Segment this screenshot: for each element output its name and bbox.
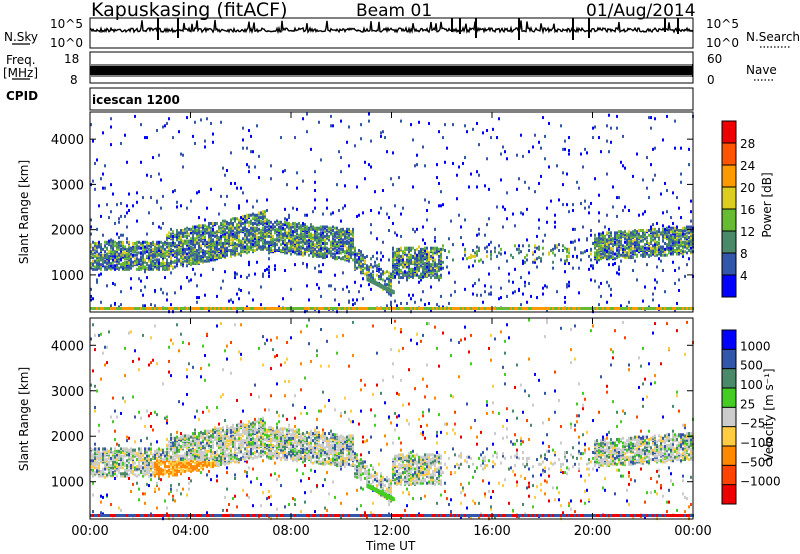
velocity-cbar-swatch (722, 426, 736, 446)
sky-panel-frame (89, 17, 694, 49)
x-tick-label: 08:00 (272, 524, 309, 539)
power-cbar-tick-label: 20 (740, 181, 755, 195)
power-cbar-tick-label: 4 (740, 269, 748, 283)
freq-tick-bottom: 8 (70, 73, 78, 87)
freq-label-1: Freq. (6, 53, 36, 67)
nsearch-tick-bottom: 10^0 (706, 36, 739, 50)
freq-label-2: [MHz] (3, 66, 39, 80)
velocity-panel-ytick-label: 1000 (51, 476, 84, 491)
velocity-cbar-tick-label: −1000 (740, 475, 781, 489)
x-axis-label: Time UT (366, 539, 416, 553)
velocity-panel-ytick-label: 4000 (51, 339, 84, 354)
velocity-cbar-swatch (722, 330, 736, 350)
velocity-panel-ytick-label: 2000 (51, 430, 84, 445)
power-cbar-swatch (722, 275, 736, 297)
nsky-tick-top: 10^5 (50, 17, 83, 31)
velocity-cbar-tick-label: 25 (740, 397, 755, 411)
x-tick-label: 00:00 (71, 524, 108, 539)
nave-tick-top: 60 (707, 52, 723, 66)
power-cbar-swatch (722, 209, 736, 231)
x-tick-label: 12:00 (373, 524, 410, 539)
power-cbar-swatch (722, 253, 736, 275)
velocity-cbar-tick-label: −100 (740, 436, 773, 450)
velocity-cbar-frame (721, 329, 737, 505)
cpid-mode: icescan 1200 (92, 93, 180, 107)
x-tick-label: 00:00 (674, 524, 711, 539)
x-tick-label: 16:00 (473, 524, 510, 539)
power-cbar-tick-label: 16 (740, 203, 755, 217)
velocity-cbar-swatch (722, 465, 736, 485)
power-cbar-tick-label: 12 (740, 225, 755, 239)
velocity-cbar-tick-label: −500 (740, 455, 773, 469)
nsearch-label: N.Search (746, 30, 800, 44)
x-tick-label: 04:00 (172, 524, 209, 539)
power-cbar-swatch (722, 231, 736, 253)
velocity-panel-ytick-label: 3000 (51, 385, 84, 400)
power-cbar-tick-label: 8 (740, 247, 748, 261)
velocity-cbar-tick-label: 500 (740, 359, 763, 373)
freq-tick-top: 18 (64, 52, 80, 66)
power-panel-ytick-label: 3000 (51, 178, 84, 193)
nsky-label: N.Sky (4, 30, 39, 44)
cpid-label: CPID (6, 89, 39, 103)
power-cbar-swatch (722, 165, 736, 187)
nave-label: Nave (746, 63, 777, 77)
power-cbar-tick-label: 24 (740, 159, 755, 173)
date-title: 01/Aug/2014 (586, 1, 696, 21)
power-heatmap (90, 112, 694, 314)
station-title: Kapuskasing (fitACF) (91, 0, 288, 21)
freq-panel-frame (89, 51, 694, 84)
nsearch-tick-top: 10^5 (706, 17, 739, 31)
velocity-cbar-swatch (722, 368, 736, 388)
velocity-cbar-tick-label: 100 (740, 378, 763, 392)
power-cbar-swatch (722, 187, 736, 209)
power-cbar-tick-label: 28 (740, 137, 755, 151)
velocity-cbar-swatch (722, 388, 736, 408)
velocity-cbar-swatch (722, 446, 736, 466)
nave-tick-bottom: 0 (707, 73, 715, 87)
nsky-trace (89, 19, 694, 35)
nsky-tick-bottom: 10^0 (50, 36, 83, 50)
velocity-cbar-swatch (722, 407, 736, 427)
beam-title: Beam 01 (356, 1, 433, 21)
velocity-cbar-swatch (722, 349, 736, 369)
x-tick-label: 20:00 (574, 524, 611, 539)
power-cbar-swatch (722, 121, 736, 143)
power-panel-ytick-label: 2000 (51, 224, 84, 239)
cpid-panel-frame (89, 87, 694, 111)
velocity-heatmap (90, 318, 694, 521)
power-panel-ytick-label: 4000 (51, 133, 84, 148)
velocity-cbar-tick-label: −25 (740, 417, 765, 431)
velocity-cbar-tick-label: 1000 (740, 339, 771, 353)
power-cbar-swatch (722, 143, 736, 165)
velocity-cbar-swatch (722, 484, 736, 504)
power-panel-ytick-label: 1000 (51, 269, 84, 284)
